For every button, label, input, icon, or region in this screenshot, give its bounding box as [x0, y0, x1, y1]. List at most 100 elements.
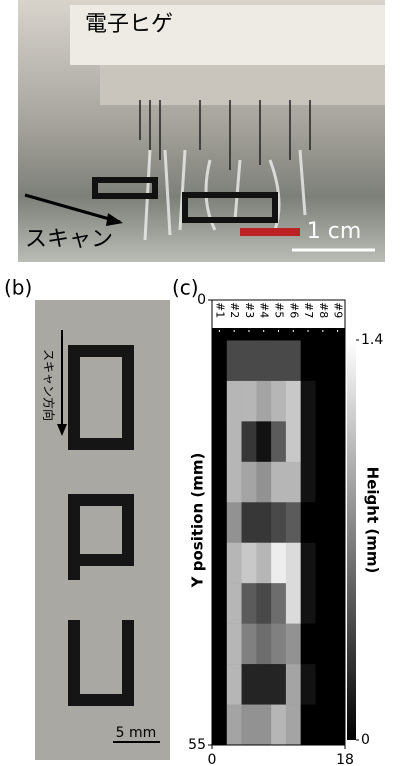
heat-cell [256, 624, 271, 665]
column-label: #6 [287, 302, 300, 318]
heat-cell [330, 421, 345, 462]
column-label: #2 [228, 302, 241, 318]
heat-cell [315, 462, 330, 503]
column-label: #7 [302, 302, 315, 318]
y-axis-label: Y position (mm) [189, 453, 207, 589]
photo-a: 電子ヒゲ スキャン 1 cm [18, 0, 385, 262]
heat-cell [301, 583, 316, 624]
heat-cell [315, 664, 330, 705]
heat-cell [315, 583, 330, 624]
heat-cell [212, 502, 227, 543]
heat-cell [242, 705, 257, 746]
heat-cell [301, 543, 316, 584]
heat-cell [315, 502, 330, 543]
heat-cell [271, 502, 286, 543]
heat-cell [315, 340, 330, 381]
heat-cell [330, 583, 345, 624]
heat-cell [242, 502, 257, 543]
heat-cell [315, 421, 330, 462]
heat-cell [227, 583, 242, 624]
heat-cell [256, 340, 271, 381]
y-tick-label: 0 [197, 292, 206, 308]
heat-cell [315, 543, 330, 584]
photo-label: 電子ヒゲ [85, 12, 173, 37]
heat-cell [286, 543, 301, 584]
column-label: #4 [258, 302, 271, 318]
scale-label: 5 mm [116, 725, 157, 741]
heat-cell [271, 583, 286, 624]
column-label: #5 [273, 302, 286, 318]
heat-cell [271, 705, 286, 746]
heat-cell [330, 664, 345, 705]
heat-cell [286, 664, 301, 705]
heat-cell [271, 664, 286, 705]
heat-cell [315, 381, 330, 422]
column-label: #3 [243, 302, 256, 318]
heat-cell [256, 381, 271, 422]
heat-cell [301, 340, 316, 381]
heat-cell [271, 624, 286, 665]
arrow-label: スキャン [25, 227, 113, 252]
x-tick-label: 0 [208, 752, 217, 766]
heat-cell [330, 340, 345, 381]
heat-cell [286, 381, 301, 422]
heat-cell [286, 624, 301, 665]
heat-cell [301, 502, 316, 543]
heat-cell [212, 381, 227, 422]
heat-cell [301, 381, 316, 422]
arrow-label: スキャン方向 [42, 349, 57, 421]
heat-cell [242, 543, 257, 584]
heat-cell [256, 502, 271, 543]
heat-cell [271, 340, 286, 381]
heat-cell [301, 462, 316, 503]
x-tick-label: 18 [336, 752, 354, 766]
heat-cell [256, 705, 271, 746]
heat-cell [212, 543, 227, 584]
heat-cell [242, 583, 257, 624]
heat-cell [227, 664, 242, 705]
heat-cell [212, 340, 227, 381]
panel-tag: (b) [4, 276, 32, 300]
heat-cell [286, 583, 301, 624]
heat-cell [227, 624, 242, 665]
heat-cell [227, 705, 242, 746]
y-tick-label: 55 [188, 737, 206, 753]
heat-cell [212, 705, 227, 746]
colorbar-label: Height (mm) [364, 467, 382, 574]
heat-cell [256, 583, 271, 624]
colorbar-tick-label: 1.4 [361, 332, 383, 348]
heat-cell [301, 705, 316, 746]
heat-cell [242, 421, 257, 462]
heat-cell [315, 624, 330, 665]
heat-cell [256, 664, 271, 705]
heat-cell [227, 421, 242, 462]
heat-cell [330, 502, 345, 543]
heat-cell [286, 421, 301, 462]
column-label: #1 [213, 302, 226, 318]
photo-b: (b) スキャン方向 5 mm [4, 276, 170, 761]
heat-cell [286, 502, 301, 543]
heat-cell [256, 543, 271, 584]
heat-cell [242, 462, 257, 503]
heat-cell [330, 543, 345, 584]
heat-cell [212, 421, 227, 462]
heat-cell [227, 340, 242, 381]
heat-cell [301, 421, 316, 462]
heat-cell [256, 462, 271, 503]
heat-cell [212, 583, 227, 624]
heat-cell [286, 705, 301, 746]
heat-cell [242, 381, 257, 422]
heat-cell [271, 381, 286, 422]
heat-cell [227, 381, 242, 422]
heat-cell [330, 381, 345, 422]
heat-cell [227, 462, 242, 503]
scale-label: 1 cm [307, 219, 362, 244]
heat-cell [242, 664, 257, 705]
heat-cell [301, 664, 316, 705]
colorbar [347, 340, 356, 740]
heat-cell [315, 705, 330, 746]
heat-cell [212, 462, 227, 503]
heat-cell [301, 624, 316, 665]
colorbar-tick-label: 0 [361, 732, 370, 748]
heat-cell [227, 543, 242, 584]
